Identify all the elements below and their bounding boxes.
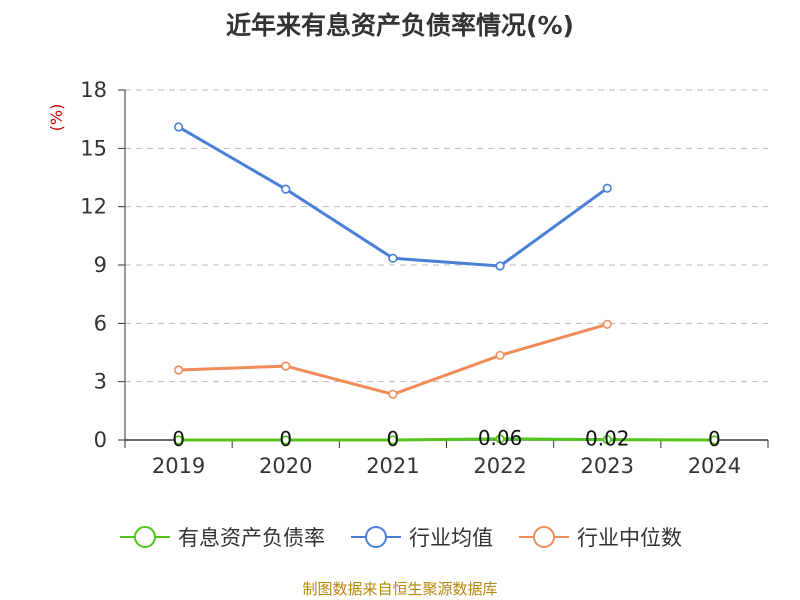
data-label: 0.06 bbox=[478, 426, 523, 450]
y-tick-label: 15 bbox=[80, 136, 107, 160]
legend-item[interactable]: 行业均值 bbox=[349, 522, 493, 552]
data-point bbox=[173, 122, 184, 132]
series-line-0 bbox=[178, 437, 715, 442]
y-tick-label: 9 bbox=[94, 253, 107, 277]
data-point bbox=[495, 350, 505, 361]
data-label: 0 bbox=[172, 427, 185, 451]
legend-label: 行业中位数 bbox=[577, 526, 682, 550]
data-point bbox=[388, 389, 398, 399]
x-tick-label: 2023 bbox=[581, 454, 634, 478]
data-point bbox=[602, 435, 612, 445]
legend-swatch-icon bbox=[519, 526, 569, 548]
legend-swatch-icon bbox=[351, 526, 401, 548]
y-tick-label: 6 bbox=[94, 311, 107, 335]
data-point bbox=[495, 261, 505, 271]
x-tick-label: 2022 bbox=[473, 454, 526, 478]
data-label: 0 bbox=[387, 427, 400, 451]
data-point bbox=[709, 435, 720, 445]
data-point bbox=[173, 435, 184, 445]
series-line-2 bbox=[178, 322, 608, 396]
legend-swatch-icon bbox=[120, 526, 170, 548]
data-label: 0 bbox=[708, 427, 721, 451]
data-point bbox=[281, 435, 291, 445]
data-point bbox=[602, 183, 612, 193]
legend-label: 行业均值 bbox=[409, 526, 493, 550]
x-tick-label: 2021 bbox=[366, 454, 419, 478]
data-point bbox=[281, 361, 291, 371]
y-tick-label: 12 bbox=[80, 195, 107, 219]
data-point bbox=[173, 365, 184, 375]
y-tick-label: 18 bbox=[80, 78, 107, 102]
source-note: 制图数据来自恒生聚源数据库 bbox=[302, 580, 498, 598]
chart-title: 近年来有息资产负债率情况(%) bbox=[226, 11, 574, 40]
data-point bbox=[388, 435, 398, 445]
data-point bbox=[495, 434, 505, 444]
y-tick-label: 0 bbox=[94, 428, 107, 452]
legend-label: 有息资产负债率 bbox=[178, 526, 325, 550]
series-lines bbox=[173, 122, 720, 445]
x-tick-label: 2020 bbox=[259, 454, 312, 478]
data-labels: 0 0 0 0.06 0.02 0 bbox=[172, 426, 721, 451]
series-line-1 bbox=[177, 125, 609, 268]
data-label: 0.02 bbox=[585, 427, 630, 451]
axes: 0 3 6 9 12 15 18 2019 2020 2021 2022 2023 2024 (%) bbox=[47, 78, 769, 478]
legend-item[interactable]: 有息资产负债率 bbox=[118, 522, 325, 552]
x-tick-label: 2024 bbox=[688, 454, 741, 478]
chart-legend: 有息资产负债率 行业均值 行业中位数 bbox=[0, 520, 800, 554]
y-tick-label: 3 bbox=[94, 370, 107, 394]
data-point bbox=[388, 253, 398, 263]
data-point bbox=[602, 319, 612, 329]
x-tick-label: 2019 bbox=[152, 454, 205, 478]
legend-item[interactable]: 行业中位数 bbox=[517, 522, 682, 552]
data-point bbox=[281, 184, 291, 194]
data-label: 0 bbox=[279, 427, 292, 451]
grid-lines bbox=[125, 89, 768, 383]
y-axis-unit-label: (%) bbox=[47, 104, 66, 132]
